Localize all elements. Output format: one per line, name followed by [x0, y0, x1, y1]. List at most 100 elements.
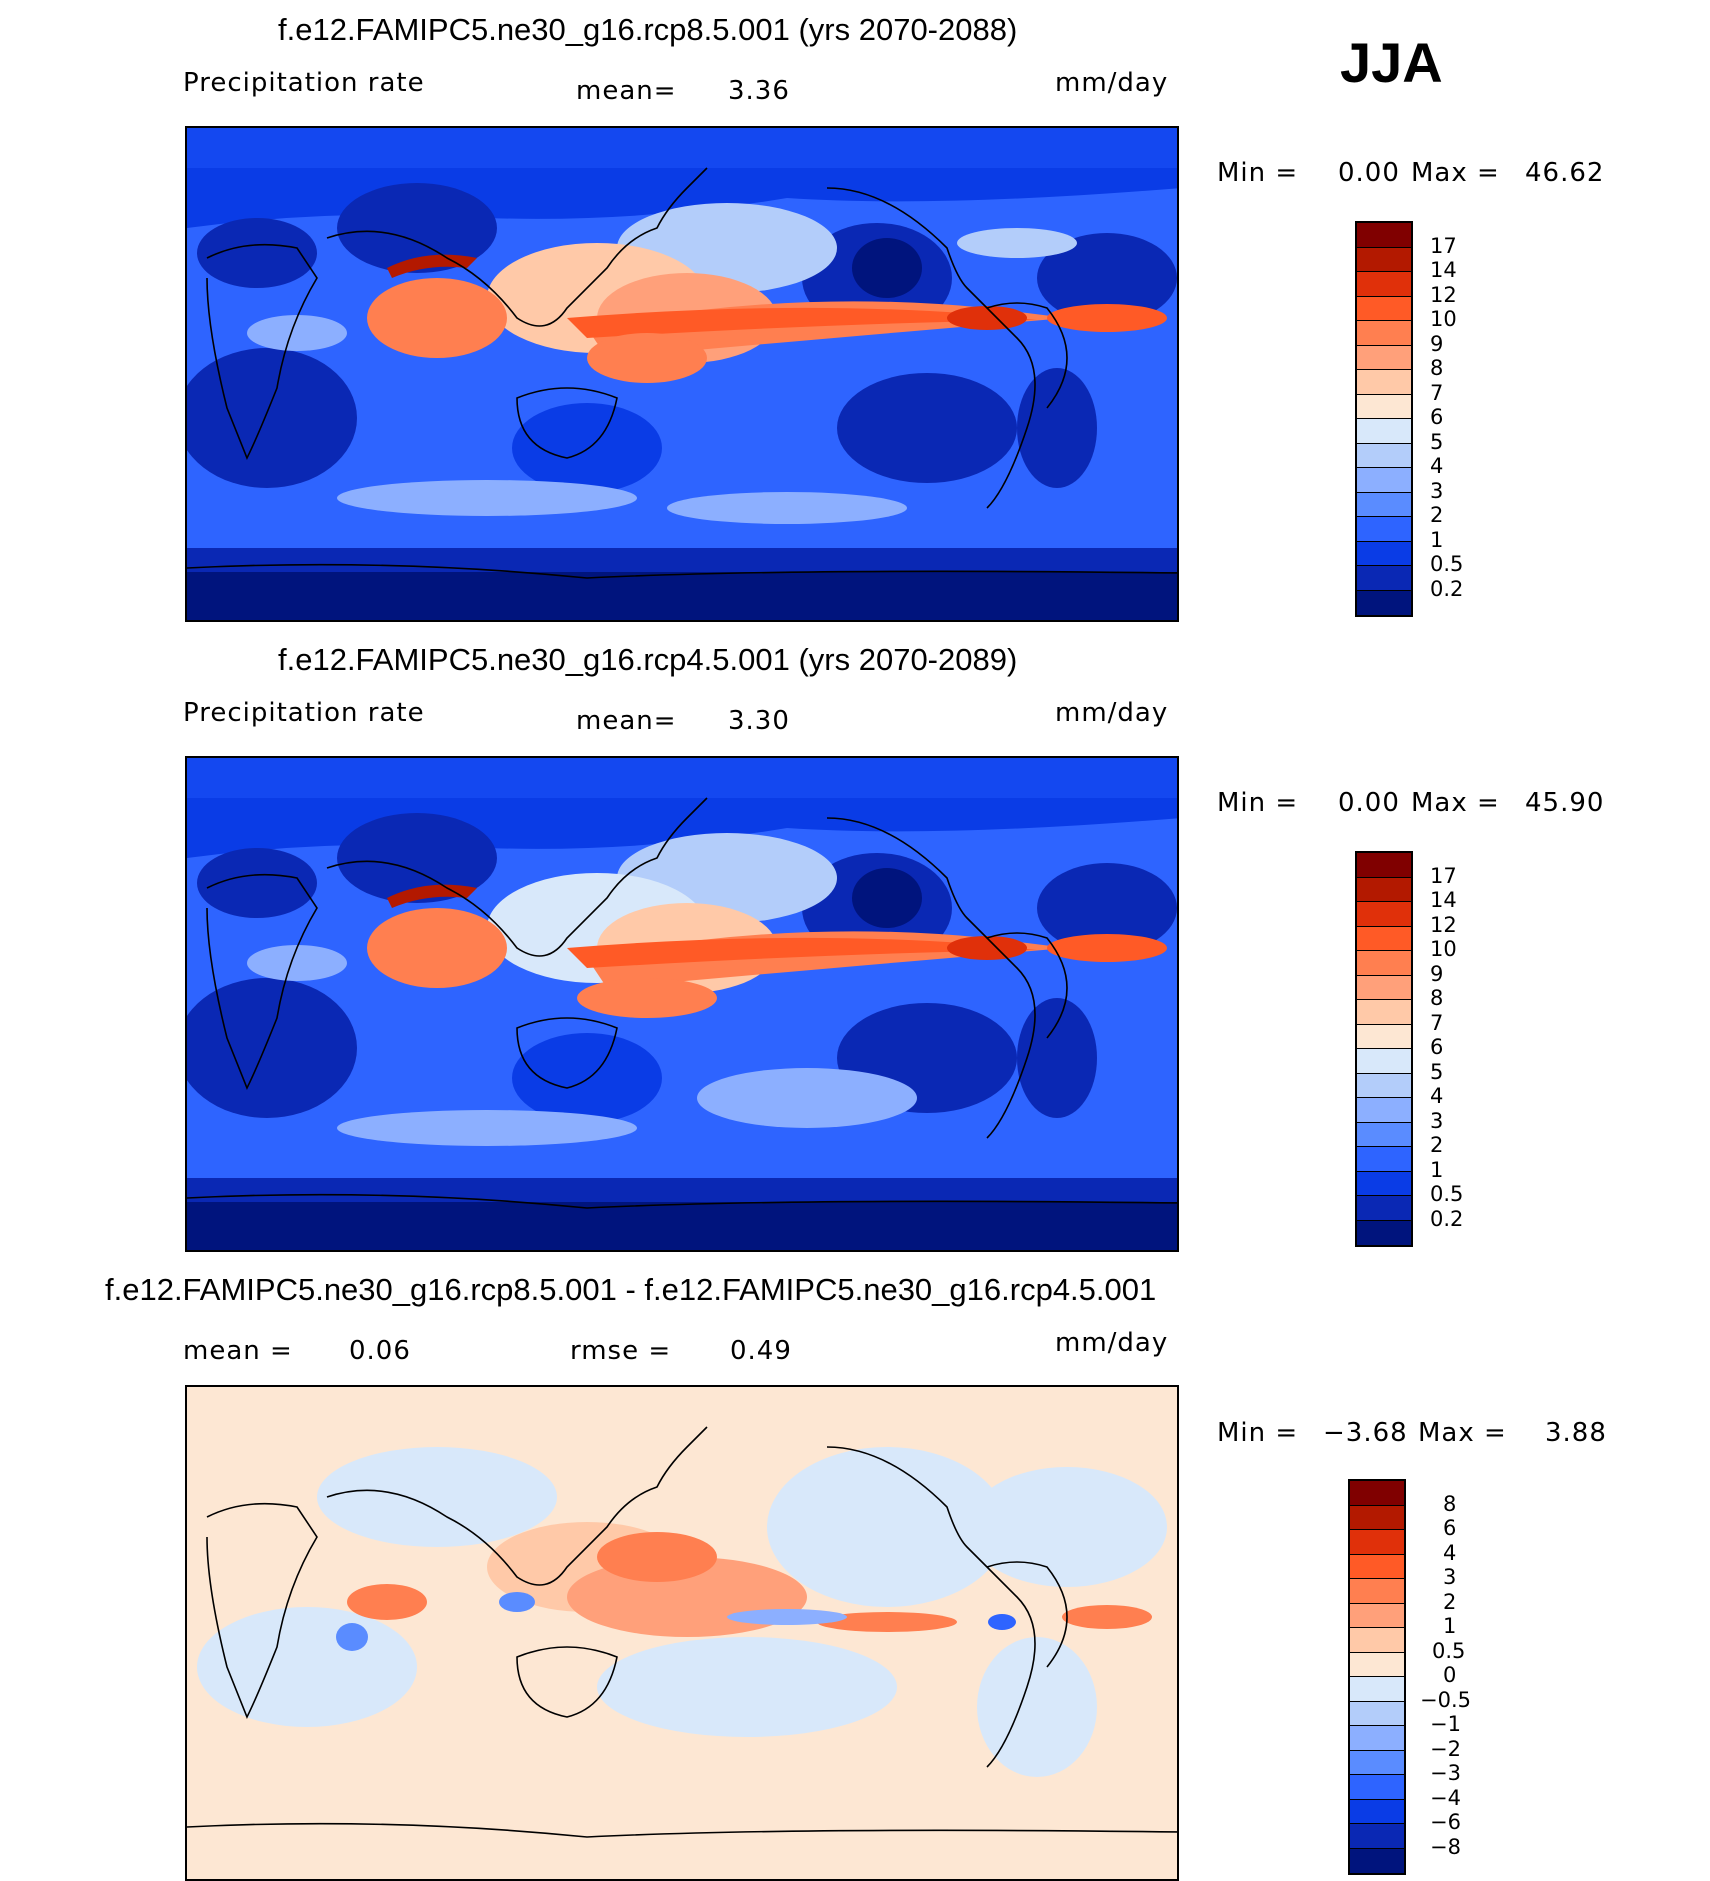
colorbar-swatch: [1357, 345, 1411, 370]
colorbar-swatch: [1357, 541, 1411, 566]
colorbar-swatch: [1357, 321, 1411, 346]
panel2-colorbar-tick: 10: [1430, 937, 1457, 961]
panel1-colorbar-tick: 12: [1430, 283, 1457, 307]
colorbar-swatch: [1357, 1147, 1411, 1172]
panel3-colorbar-tick: −8: [1430, 1835, 1461, 1859]
panel3-difference-map: [185, 1385, 1179, 1881]
panel2-colorbar-tick: 5: [1430, 1060, 1444, 1084]
colorbar-swatch: [1350, 1799, 1404, 1824]
panel3-colorbar-tick: −6: [1430, 1810, 1461, 1834]
panel2-colorbar-tick: 0.2: [1430, 1207, 1464, 1231]
panel2-colorbar-tick: 17: [1430, 864, 1457, 888]
panel3-max-label: Max =: [1418, 1418, 1507, 1448]
colorbar-swatch: [1357, 566, 1411, 591]
panel2-mean-label: mean=: [576, 706, 677, 736]
colorbar-swatch: [1350, 1579, 1404, 1604]
panel2-precip-map: [185, 756, 1179, 1252]
panel3-colorbar-tick: −0.5: [1420, 1688, 1471, 1712]
colorbar-swatch: [1357, 877, 1411, 902]
panel1-colorbar-tick: 14: [1430, 258, 1457, 282]
colorbar-swatch: [1357, 1098, 1411, 1123]
panel1-precip-map: [185, 126, 1179, 622]
colorbar-swatch: [1357, 853, 1411, 878]
colorbar-swatch: [1357, 590, 1411, 615]
panel3-colorbar-tick: 6: [1443, 1516, 1457, 1540]
colorbar-swatch: [1350, 1554, 1404, 1579]
panel2-unit: mm/day: [1055, 698, 1169, 728]
panel2-colorbar-tick: 6: [1430, 1035, 1444, 1059]
panel1-colorbar-tick: 7: [1430, 381, 1444, 405]
colorbar-swatch: [1350, 1824, 1404, 1849]
colorbar-swatch: [1357, 1122, 1411, 1147]
colorbar-swatch: [1357, 394, 1411, 419]
panel2-mean-value: 3.30: [728, 706, 790, 736]
panel1-colorbar-tick: 1: [1430, 528, 1444, 552]
panel1-colorbar-tick: 17: [1430, 234, 1457, 258]
colorbar-swatch: [1350, 1628, 1404, 1653]
panel3-colorbar-tick: 8: [1443, 1492, 1457, 1516]
colorbar-swatch: [1357, 517, 1411, 542]
colorbar-swatch: [1357, 247, 1411, 272]
panel3-rmse-label: rmse =: [570, 1336, 672, 1366]
panel1-colorbar-tick: 8: [1430, 356, 1444, 380]
panel3-unit: mm/day: [1055, 1328, 1169, 1358]
colorbar-swatch: [1350, 1701, 1404, 1726]
panel1-colorbar-tick: 3: [1430, 479, 1444, 503]
panel2-colorbar: [1355, 851, 1413, 1247]
panel2-title: f.e12.FAMIPC5.ne30_g16.rcp4.5.001 (yrs 2…: [278, 642, 1018, 677]
panel2-colorbar-tick: 12: [1430, 913, 1457, 937]
panel3-colorbar-tick: 3: [1443, 1565, 1457, 1589]
panel2-max-value: 45.90: [1525, 788, 1605, 818]
panel1-unit: mm/day: [1055, 68, 1169, 98]
panel1-max-value: 46.62: [1525, 158, 1605, 188]
colorbar-swatch: [1350, 1750, 1404, 1775]
colorbar-swatch: [1357, 1220, 1411, 1245]
panel1-colorbar: [1355, 221, 1413, 617]
colorbar-swatch: [1350, 1726, 1404, 1751]
colorbar-swatch: [1357, 296, 1411, 321]
panel1-colorbar-tick: 5: [1430, 430, 1444, 454]
panel2-map-graphic: [187, 758, 1177, 1250]
panel1-max-label: Max =: [1411, 158, 1500, 188]
panel3-colorbar-tick: −2: [1430, 1737, 1461, 1761]
colorbar-swatch: [1357, 902, 1411, 927]
panel1-colorbar-tick: 4: [1430, 454, 1444, 478]
panel1-min-value: 0.00: [1338, 158, 1400, 188]
panel1-variable-label: Precipitation rate: [183, 68, 425, 98]
panel1-colorbar-tick: 6: [1430, 405, 1444, 429]
panel1-colorbar-tick: 0.2: [1430, 577, 1464, 601]
panel2-colorbar-tick: 9: [1430, 962, 1444, 986]
panel2-colorbar-tick: 14: [1430, 888, 1457, 912]
panel3-colorbar-tick: 0.5: [1432, 1639, 1466, 1663]
panel1-mean-value: 3.36: [728, 76, 790, 106]
colorbar-swatch: [1357, 468, 1411, 493]
panel1-map-graphic: [187, 128, 1177, 620]
panel3-min-label: Min =: [1217, 1418, 1299, 1448]
colorbar-swatch: [1357, 223, 1411, 248]
panel1-mean-label: mean=: [576, 76, 677, 106]
colorbar-swatch: [1350, 1677, 1404, 1702]
panel2-colorbar-tick: 7: [1430, 1011, 1444, 1035]
panel3-title: f.e12.FAMIPC5.ne30_g16.rcp8.5.001 - f.e1…: [105, 1272, 1157, 1307]
colorbar-swatch: [1350, 1505, 1404, 1530]
colorbar-swatch: [1357, 419, 1411, 444]
panel3-colorbar-tick: 4: [1443, 1541, 1457, 1565]
panel3-colorbar-tick: −4: [1430, 1786, 1461, 1810]
colorbar-swatch: [1357, 1171, 1411, 1196]
panel3-colorbar-tick: 1: [1443, 1614, 1457, 1638]
colorbar-swatch: [1357, 443, 1411, 468]
panel1-title: f.e12.FAMIPC5.ne30_g16.rcp8.5.001 (yrs 2…: [278, 12, 1018, 47]
colorbar-swatch: [1357, 1196, 1411, 1221]
panel3-map-graphic: [187, 1387, 1177, 1879]
panel2-min-value: 0.00: [1338, 788, 1400, 818]
panel2-colorbar-tick: 3: [1430, 1109, 1444, 1133]
colorbar-swatch: [1357, 926, 1411, 951]
panel1-colorbar-tick: 10: [1430, 307, 1457, 331]
colorbar-swatch: [1357, 272, 1411, 297]
colorbar-swatch: [1350, 1652, 1404, 1677]
panel1-colorbar-tick: 2: [1430, 503, 1444, 527]
panel2-colorbar-tick: 2: [1430, 1133, 1444, 1157]
panel3-colorbar: [1348, 1479, 1406, 1875]
panel3-colorbar-tick: 0: [1443, 1663, 1457, 1687]
colorbar-swatch: [1350, 1848, 1404, 1873]
